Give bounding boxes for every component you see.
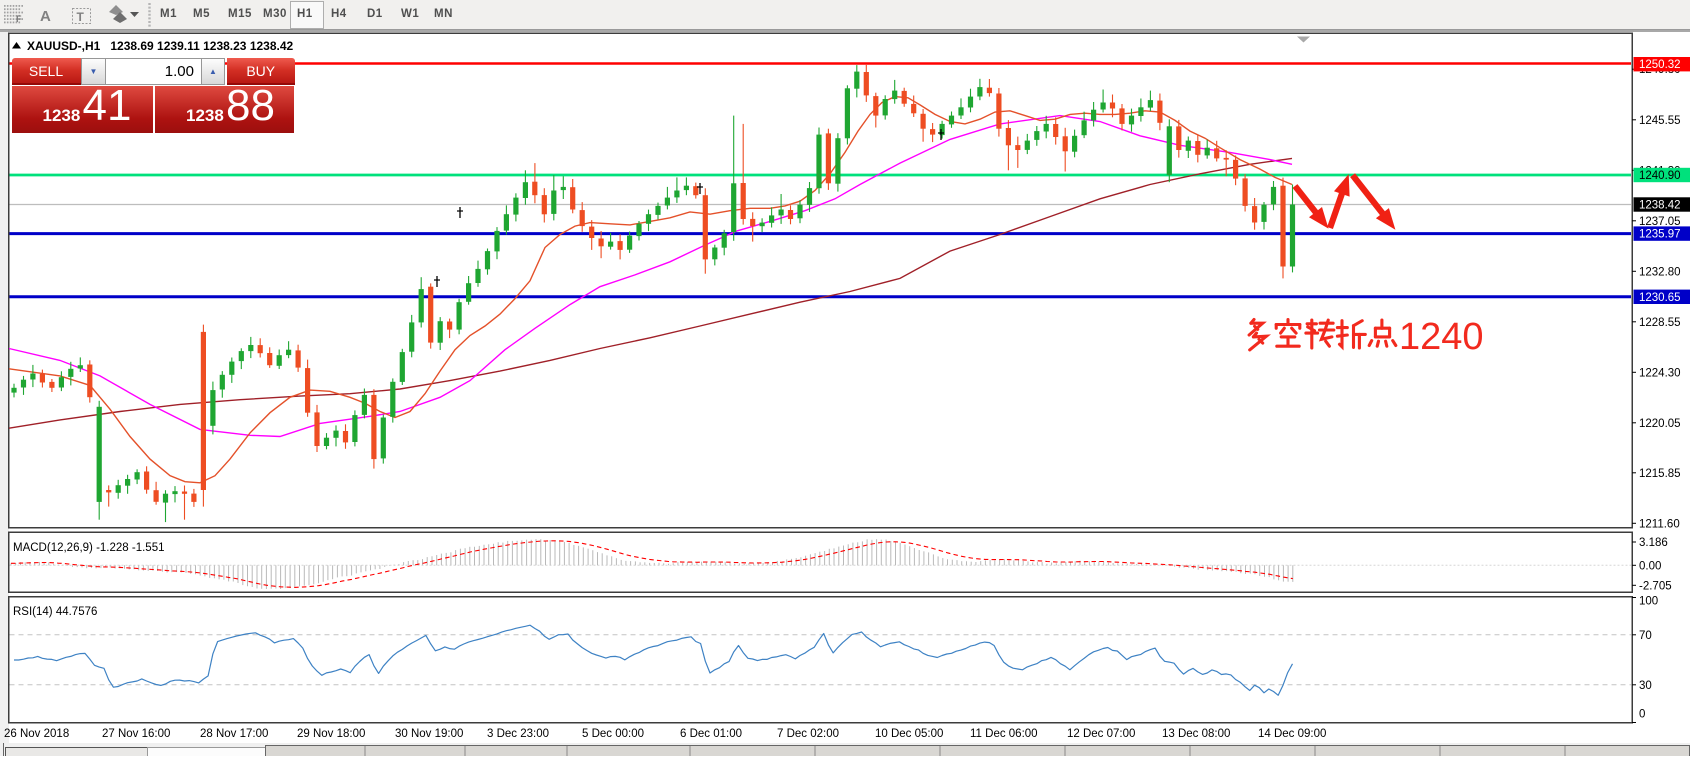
svg-text:1240: 1240 — [1399, 316, 1484, 358]
svg-text:1245.55: 1245.55 — [1639, 115, 1681, 127]
svg-text:-2.705: -2.705 — [1639, 580, 1672, 592]
svg-text:6 Dec 01:00: 6 Dec 01:00 — [680, 728, 742, 740]
svg-text:11 Dec 06:00: 11 Dec 06:00 — [970, 728, 1038, 740]
svg-text:1230.65: 1230.65 — [1639, 292, 1681, 304]
svg-text:1240.90: 1240.90 — [1639, 170, 1681, 182]
svg-text:1228.55: 1228.55 — [1639, 317, 1681, 329]
svg-text:1215.85: 1215.85 — [1639, 468, 1681, 480]
svg-text:1211.60: 1211.60 — [1639, 518, 1680, 530]
svg-text:10 Dec 05:00: 10 Dec 05:00 — [875, 728, 943, 740]
svg-text:1250.32: 1250.32 — [1639, 59, 1681, 71]
svg-text:MACD(12,26,9) -1.228 -1.551: MACD(12,26,9) -1.228 -1.551 — [13, 542, 165, 554]
svg-text:1238.42: 1238.42 — [1639, 200, 1681, 212]
svg-text:12 Dec 07:00: 12 Dec 07:00 — [1067, 728, 1135, 740]
svg-text:T: T — [77, 10, 85, 24]
svg-text:14 Dec 09:00: 14 Dec 09:00 — [1258, 728, 1326, 740]
svg-text:5 Dec 00:00: 5 Dec 00:00 — [582, 728, 644, 740]
svg-text:RSI(14) 44.7576: RSI(14) 44.7576 — [13, 606, 97, 618]
svg-text:7 Dec 02:00: 7 Dec 02:00 — [777, 728, 839, 740]
svg-text:1235.97: 1235.97 — [1639, 229, 1681, 241]
svg-text:A: A — [40, 8, 51, 25]
svg-text:70: 70 — [1639, 630, 1652, 642]
svg-text:0.00: 0.00 — [1639, 560, 1661, 572]
svg-text:1237.05: 1237.05 — [1639, 216, 1681, 228]
svg-text:XAUUSD-,H1 1238.69 1239.11 1: XAUUSD-,H1 1238.69 1239.11 1238.23 1238.… — [27, 39, 294, 53]
svg-text:1224.30: 1224.30 — [1639, 367, 1681, 379]
svg-text:29 Nov 18:00: 29 Nov 18:00 — [297, 728, 365, 740]
svg-text:26 Nov 2018: 26 Nov 2018 — [4, 728, 69, 740]
svg-text:3 Dec 23:00: 3 Dec 23:00 — [487, 728, 549, 740]
svg-text:30: 30 — [1639, 680, 1652, 692]
svg-text:13 Dec 08:00: 13 Dec 08:00 — [1162, 728, 1230, 740]
svg-text:30 Nov 19:00: 30 Nov 19:00 — [395, 728, 463, 740]
svg-text:1220.05: 1220.05 — [1639, 418, 1681, 430]
svg-text:3.186: 3.186 — [1639, 537, 1668, 549]
svg-text:27 Nov 16:00: 27 Nov 16:00 — [102, 728, 170, 740]
svg-text:1232.80: 1232.80 — [1639, 266, 1681, 278]
svg-text:0: 0 — [1639, 709, 1645, 721]
svg-text:28 Nov 17:00: 28 Nov 17:00 — [200, 728, 268, 740]
svg-text:100: 100 — [1639, 596, 1658, 608]
svg-text:F: F — [16, 14, 22, 24]
